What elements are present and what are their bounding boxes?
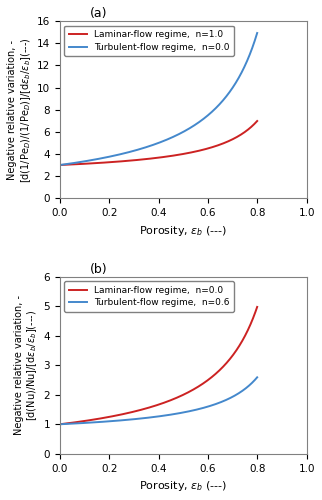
Legend: Laminar-flow regime,  n=0.0, Turbulent-flow regime,  n=0.6: Laminar-flow regime, n=0.0, Turbulent-fl… <box>64 281 234 312</box>
Legend: Laminar-flow regime,  n=1.0, Turbulent-flow regime,  n=0.0: Laminar-flow regime, n=1.0, Turbulent-fl… <box>64 26 234 56</box>
Text: (a): (a) <box>90 7 107 20</box>
X-axis label: Porosity, $ε_b$ (---): Porosity, $ε_b$ (---) <box>139 479 228 493</box>
Y-axis label: Negative relative variation, -
[d(Nu)/Nu]/[d$ε_b$/$ε_b$](---): Negative relative variation, - [d(Nu)/Nu… <box>14 295 39 435</box>
Y-axis label: Negative relative variation, -
[d(1/Pe$_D$)/(1/Pe$_D$)]/[d$ε_b$/$ε_b$](---): Negative relative variation, - [d(1/Pe$_… <box>7 37 33 182</box>
Text: (b): (b) <box>90 262 107 276</box>
X-axis label: Porosity, $ε_b$ (---): Porosity, $ε_b$ (---) <box>139 224 228 237</box>
